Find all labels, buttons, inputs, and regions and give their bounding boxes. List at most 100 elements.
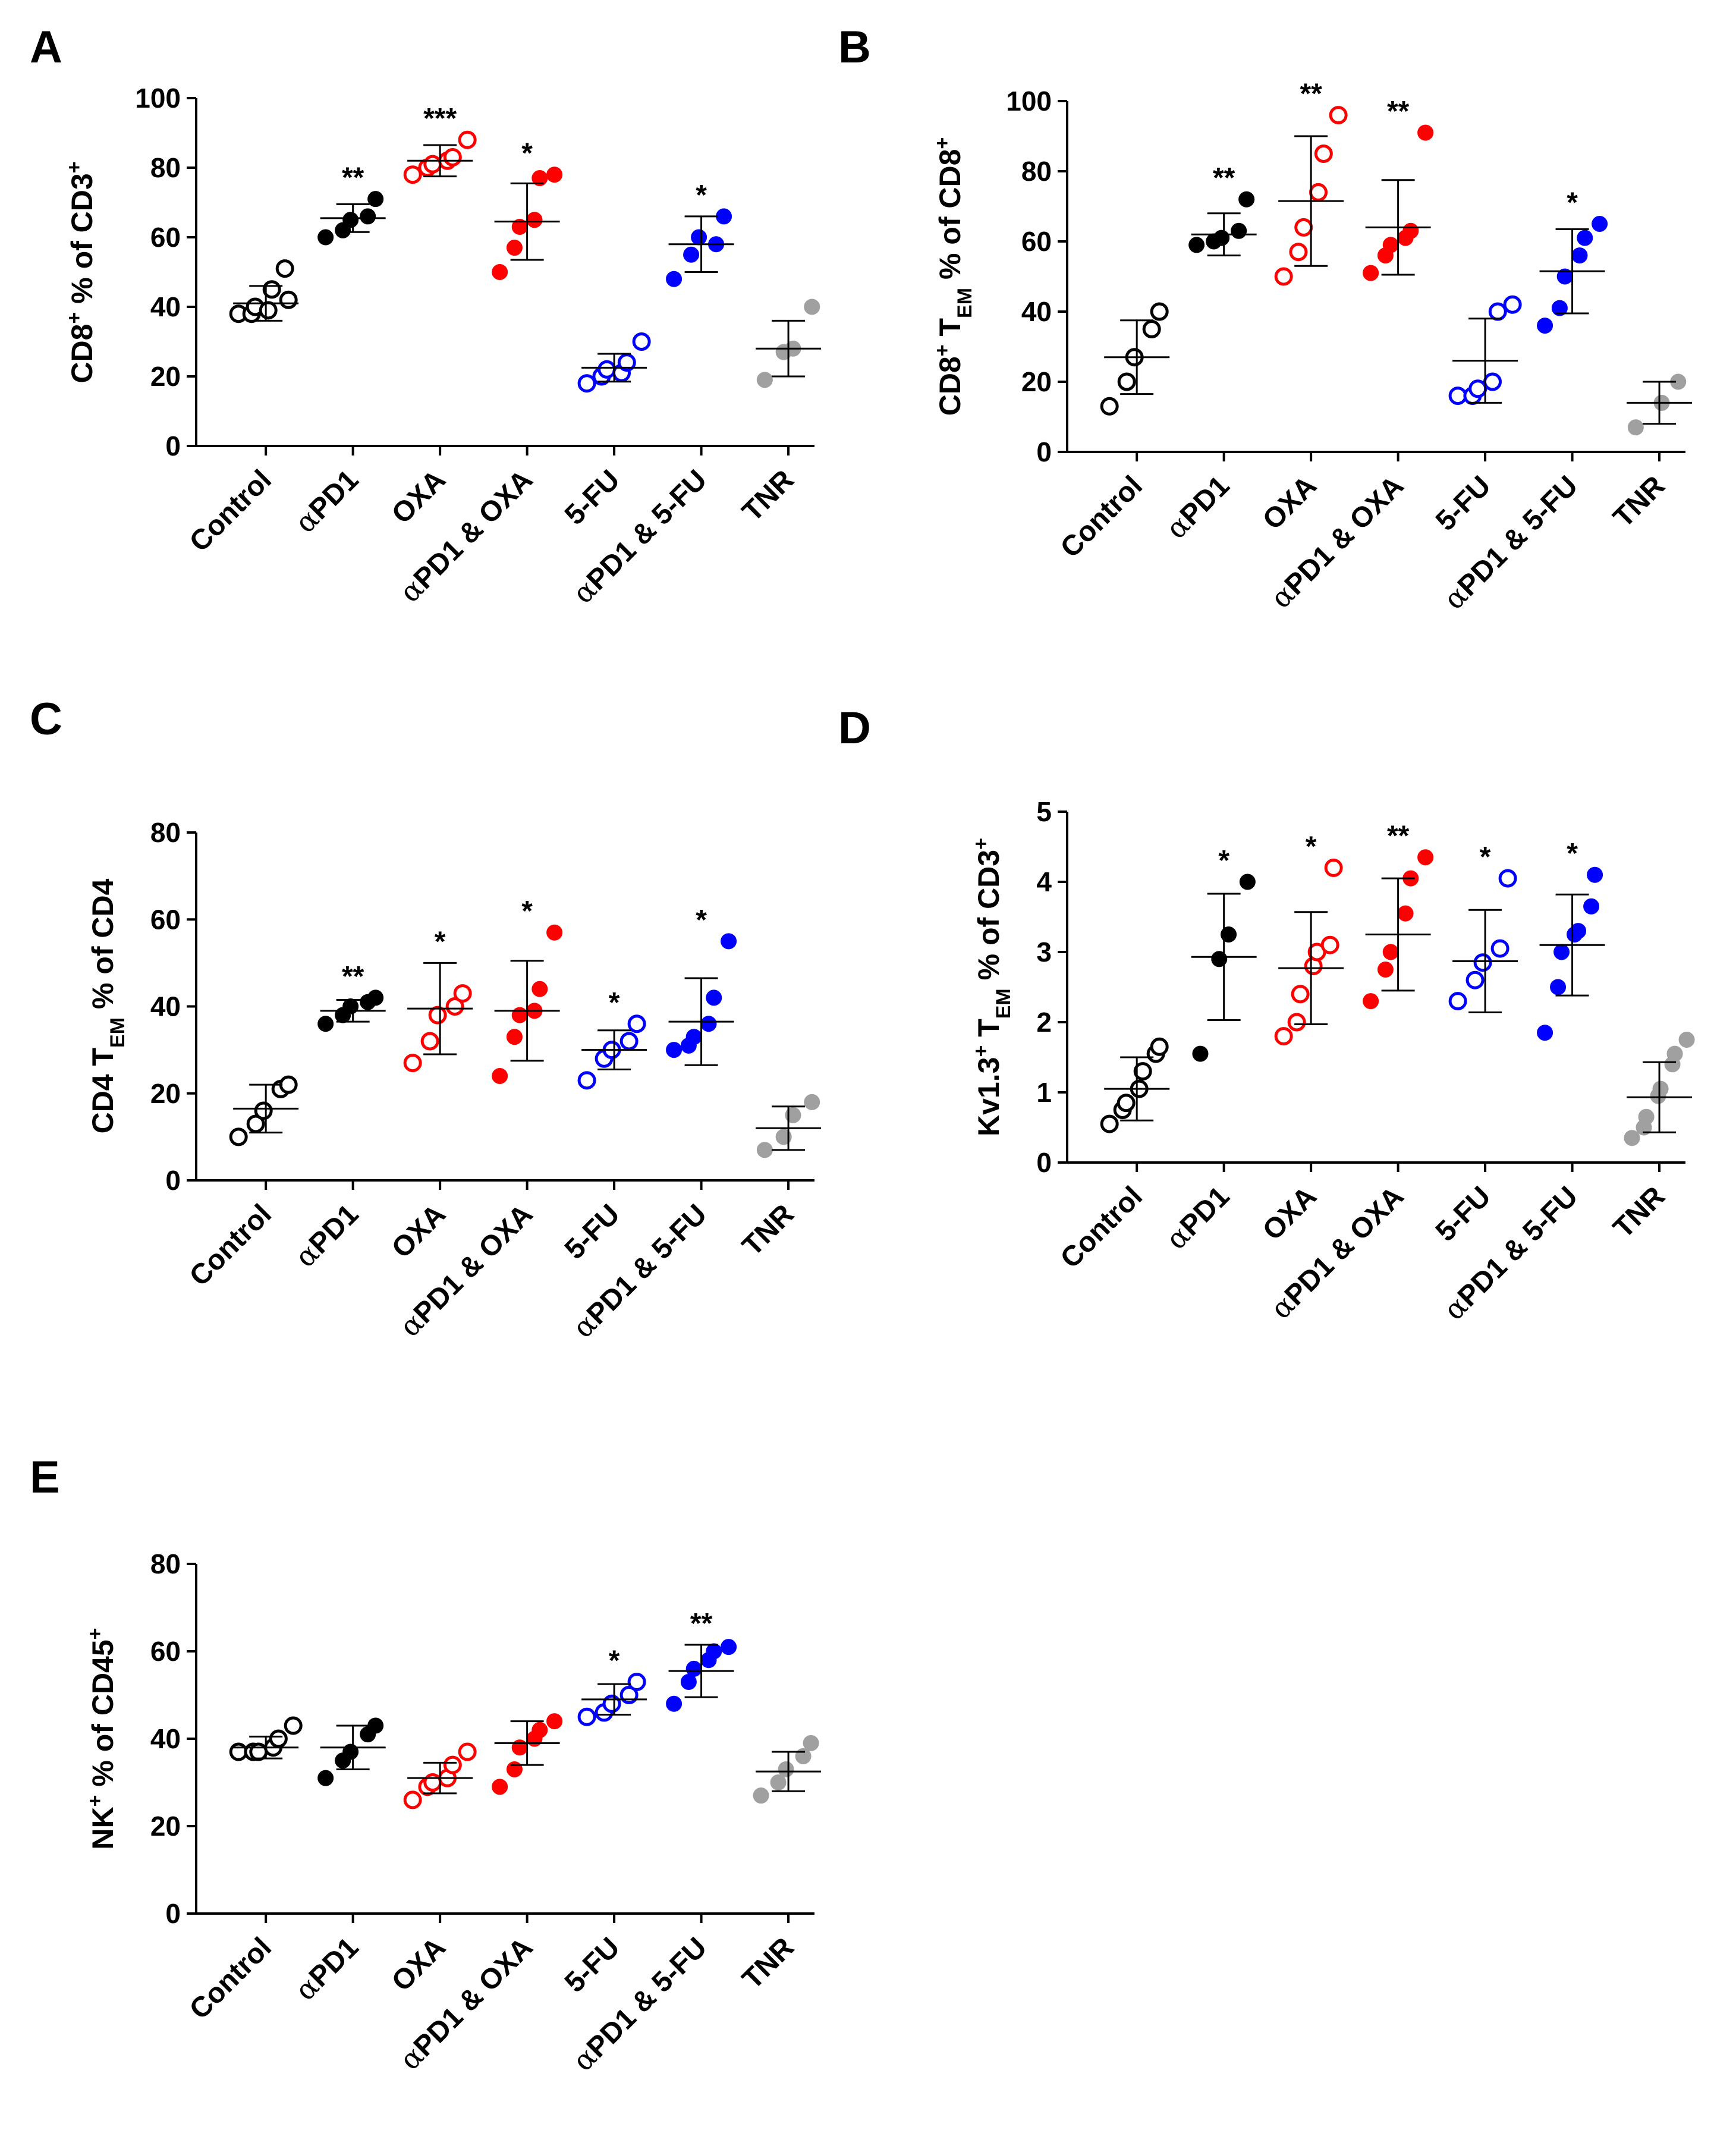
y-tick-label: 20 (150, 1078, 181, 1109)
group-2: αPD1 ** (289, 961, 386, 1274)
data-point (1624, 1130, 1640, 1146)
data-point (317, 1016, 334, 1032)
data-point (632, 332, 651, 351)
data-point (1652, 1080, 1669, 1097)
data-point (279, 1075, 298, 1094)
data-point (1550, 979, 1567, 995)
data-point (756, 372, 773, 388)
x-tick-label: 5-FU (559, 1931, 626, 1999)
x-tick-label: Control (184, 1198, 278, 1292)
significance-label: ** (342, 961, 364, 992)
group-6: αPD1 & 5-FU* (1438, 838, 1605, 1327)
data-point (1553, 944, 1570, 960)
y-tick-label: 5 (1036, 796, 1052, 827)
data-point (804, 1094, 820, 1110)
data-point (1213, 230, 1230, 246)
y-tick-label: 0 (1036, 436, 1052, 467)
data-point (1570, 923, 1587, 940)
significance-label: * (1306, 831, 1317, 862)
group-1: Control (1055, 302, 1170, 564)
data-point (342, 998, 359, 1014)
data-point (246, 1114, 265, 1133)
significance-label: * (609, 987, 620, 1019)
data-point (721, 1639, 737, 1655)
significance-label: * (1567, 838, 1578, 869)
significance-label: * (696, 904, 707, 936)
significance-label: * (521, 138, 533, 169)
data-point (229, 1742, 248, 1761)
x-tick-label: αPD1 (1160, 469, 1237, 546)
y-tick-label: 0 (165, 1898, 181, 1929)
y-tick-label: 40 (150, 991, 181, 1022)
group-2: αPD1 (289, 1717, 386, 2008)
data-point (506, 1029, 523, 1045)
data-point (1627, 419, 1644, 436)
data-point (1314, 144, 1333, 163)
significance-label: ** (1387, 96, 1410, 127)
data-point (453, 984, 472, 1003)
x-tick-label: OXA (1257, 1180, 1323, 1246)
data-point (683, 246, 700, 263)
data-point (317, 1770, 334, 1786)
data-point (492, 1779, 508, 1795)
significance-label: *** (423, 103, 457, 134)
group-7: TNR (737, 1735, 822, 1996)
data-point (367, 989, 384, 1006)
y-tick-label: 0 (165, 431, 181, 461)
y-tick-label: 3 (1036, 937, 1052, 967)
data-point (1551, 300, 1568, 316)
y-tick-label: 80 (1021, 156, 1052, 187)
x-tick-label: Control (184, 464, 278, 558)
data-point (1488, 302, 1507, 321)
group-4: αPD1 & OXA (394, 1713, 563, 2076)
data-point (1274, 267, 1293, 286)
data-point (685, 1660, 702, 1677)
x-tick-label: OXA (1257, 470, 1323, 536)
data-point (1291, 985, 1310, 1004)
data-point (269, 1729, 288, 1748)
data-point (1465, 970, 1485, 989)
y-tick-label: 20 (150, 361, 181, 392)
group-7: TNR (737, 1094, 822, 1262)
data-point (1503, 295, 1522, 314)
data-point (1309, 183, 1328, 202)
data-point (443, 1755, 462, 1774)
data-point (492, 264, 508, 280)
data-point (532, 1721, 548, 1738)
data-point (666, 1042, 683, 1058)
data-point (1537, 318, 1553, 334)
data-point (1678, 1032, 1695, 1048)
data-point (706, 989, 722, 1006)
group-5: 5-FU (1430, 295, 1522, 537)
data-point (317, 229, 334, 246)
group-2: αPD1 ** (289, 162, 386, 539)
y-tick-label: 40 (1021, 296, 1052, 327)
x-tick-label: OXA (386, 1931, 452, 1997)
data-point (367, 191, 384, 208)
x-tick-label: 5-FU (559, 464, 626, 531)
x-tick-label: TNR (737, 1931, 800, 1995)
y-tick-label: 1 (1036, 1077, 1052, 1108)
x-tick-label: OXA (386, 1198, 452, 1264)
group-3: OXA (386, 1742, 477, 1997)
group-5: 5-FU * (559, 987, 647, 1265)
data-point (279, 290, 298, 309)
data-point (1329, 106, 1348, 125)
data-point (1382, 944, 1399, 960)
data-point (458, 130, 477, 149)
data-point (546, 924, 563, 941)
data-point (1117, 372, 1136, 391)
y-axis-label: CD8+ TEM % of CD8+ (931, 137, 976, 416)
data-point (403, 165, 422, 184)
x-tick-label: TNR (1608, 1180, 1671, 1244)
x-tick-label: αPD1 (289, 1931, 366, 2008)
data-point (1583, 898, 1600, 915)
group-3: OXA *** (386, 103, 477, 530)
group-1: Control (184, 1716, 303, 2025)
y-tick-label: 0 (165, 1165, 181, 1196)
data-point (721, 933, 737, 950)
data-point (627, 1014, 646, 1033)
data-point (1238, 191, 1255, 208)
